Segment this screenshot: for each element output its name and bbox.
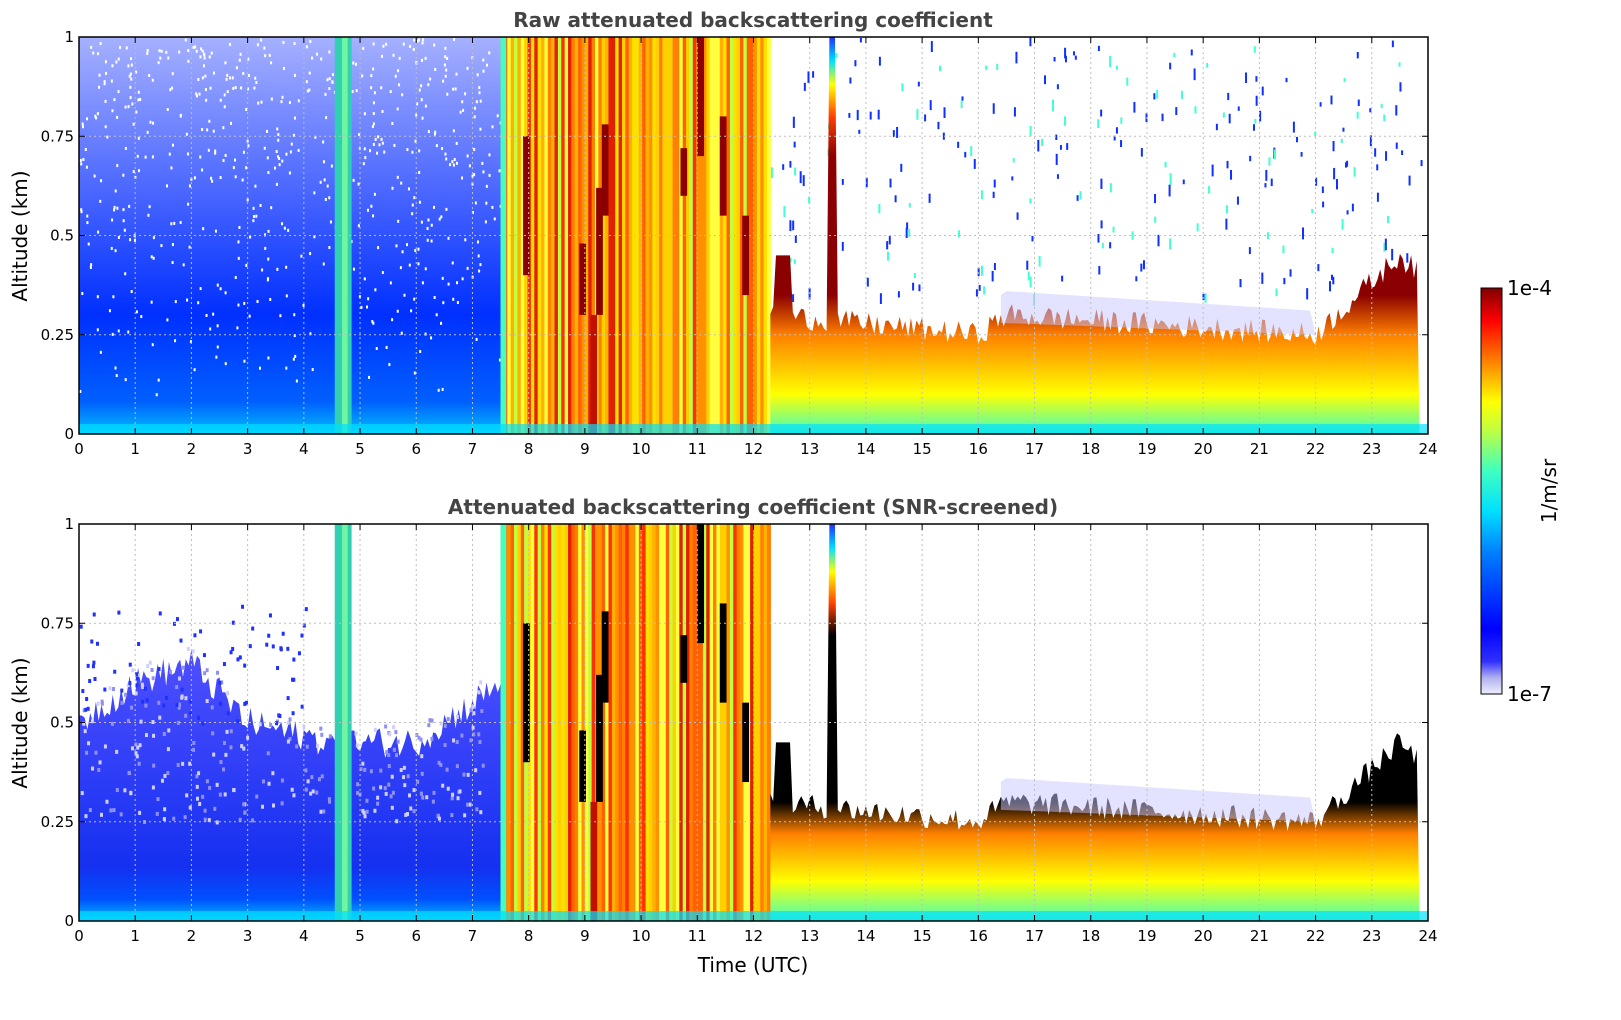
x-tick-label: 10 [632,440,651,458]
x-tick-label: 7 [468,440,478,458]
x-tick-label: 18 [1081,440,1100,458]
y-axis-label: Altitude (km) [8,657,32,788]
y-axis-ticks: 0 0.25 0.5 0.75 1 [41,28,1428,443]
x-tick-label: 2 [187,440,197,458]
x-tick-label: 11 [688,927,707,945]
x-tick-label: 8 [524,927,534,945]
y-tick-label: 0.25 [41,326,74,344]
x-tick-label: 2 [187,927,197,945]
x-tick-label: 13 [800,927,819,945]
colorbar: 1e-4 1e-7 1/m/sr [1480,276,1561,706]
x-tick-label: 6 [411,440,421,458]
x-tick-label: 0 [74,440,84,458]
x-tick-label: 15 [913,440,932,458]
x-tick-label: 3 [243,927,253,945]
x-tick-label: 23 [1362,440,1381,458]
grid-lines [79,37,1428,434]
x-tick-label: 17 [1025,927,1044,945]
raw-backscatter-panel: Raw attenuated backscattering coefficien… [8,8,1438,458]
x-tick-label: 22 [1306,927,1325,945]
x-tick-label: 19 [1137,440,1156,458]
x-tick-label: 9 [580,927,590,945]
grid-lines [79,524,1428,921]
x-tick-label: 1 [130,440,140,458]
stratus-layer [770,37,1420,434]
y-tick-label: 0.75 [41,127,74,145]
colorbar-unit-label: 1/m/sr [1537,458,1561,523]
x-tick-label: 18 [1081,927,1100,945]
x-tick-label: 10 [632,927,651,945]
y-tick-label: 1 [64,28,74,46]
x-tick-label: 23 [1362,927,1381,945]
x-tick-label: 16 [969,440,988,458]
x-tick-label: 6 [411,927,421,945]
y-tick-label: 0.25 [41,813,74,831]
y-tick-label: 0.5 [50,714,74,732]
x-tick-label: 22 [1306,440,1325,458]
x-tick-label: 11 [688,440,707,458]
x-tick-label: 12 [744,440,763,458]
stratus-layer [770,524,1420,921]
x-tick-label: 24 [1418,927,1437,945]
x-tick-label: 20 [1194,440,1213,458]
y-tick-label: 0 [64,425,74,443]
colorbar-min-label: 1e-7 [1507,682,1552,706]
x-tick-label: 0 [74,927,84,945]
x-tick-label: 4 [299,927,309,945]
x-tick-label: 20 [1194,927,1213,945]
x-tick-label: 1 [130,927,140,945]
x-axis-ticks: 0 1 2 3 4 5 6 7 8 9 10 11 12 13 14 15 16 17 18 19 20 21 22 23 24 [74,524,1438,945]
x-tick-label: 24 [1418,440,1437,458]
x-tick-label: 21 [1250,927,1269,945]
x-tick-label: 8 [524,440,534,458]
x-tick-label: 5 [355,440,365,458]
y-axis-label: Altitude (km) [8,170,32,301]
x-tick-label: 14 [856,440,875,458]
x-tick-label: 16 [969,927,988,945]
x-tick-label: 17 [1025,440,1044,458]
x-axis-ticks: 0 1 2 3 4 5 6 7 8 9 10 11 12 13 14 15 16 17 18 19 20 21 22 23 24 [74,37,1438,458]
panel-title: Raw attenuated backscattering coefficien… [513,8,993,32]
colorbar-max-label: 1e-4 [1507,276,1552,300]
screened-backscatter-panel: Attenuated backscattering coefficient (S… [8,495,1438,977]
y-tick-label: 0.5 [50,227,74,245]
x-tick-label: 21 [1250,440,1269,458]
x-tick-label: 13 [800,440,819,458]
x-tick-label: 19 [1137,927,1156,945]
y-tick-label: 1 [64,515,74,533]
x-tick-label: 3 [243,440,253,458]
colorbar-gradient [1480,287,1503,695]
y-axis-ticks: 0 0.25 0.5 0.75 1 [41,515,1428,930]
y-tick-label: 0 [64,912,74,930]
x-tick-label: 12 [744,927,763,945]
x-tick-label: 14 [856,927,875,945]
x-axis-label: Time (UTC) [697,953,809,977]
x-tick-label: 7 [468,927,478,945]
panel-title: Attenuated backscattering coefficient (S… [448,495,1058,519]
x-tick-label: 5 [355,927,365,945]
y-tick-label: 0.75 [41,614,74,632]
x-tick-label: 4 [299,440,309,458]
aerosol-layer [79,649,501,921]
x-tick-label: 15 [913,927,932,945]
x-tick-label: 9 [580,440,590,458]
